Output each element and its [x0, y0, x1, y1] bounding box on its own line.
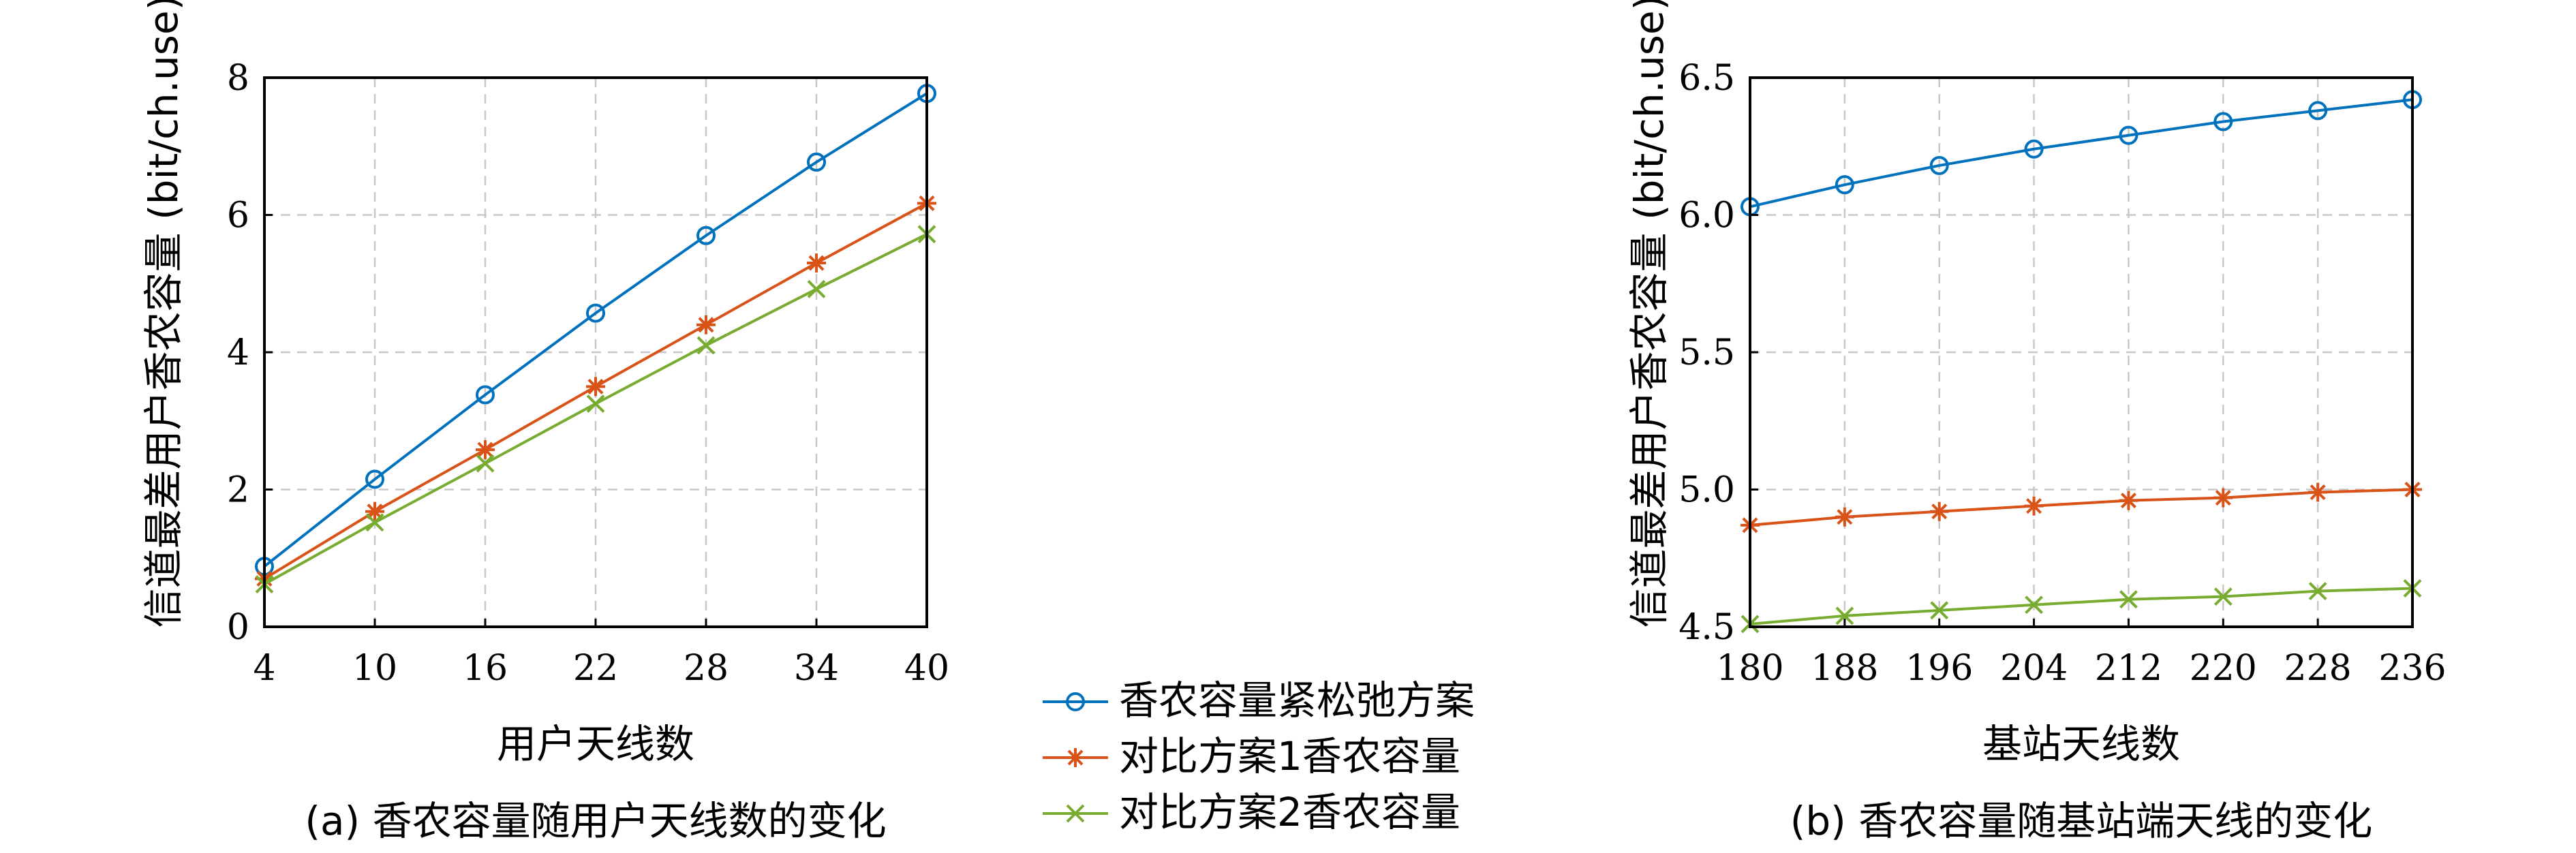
y-tick-label: 6.0 — [1678, 196, 1735, 236]
legend-item-scheme2: 对比方案2香农容量 — [1043, 789, 1460, 835]
legend-marker-star-icon — [1043, 748, 1108, 767]
legend-item-scheme1: 对比方案1香农容量 — [1043, 733, 1460, 779]
legend-marker-x-icon — [1043, 804, 1108, 823]
y-tick-label: 5.5 — [1678, 332, 1735, 373]
data-point-circle — [1929, 155, 1949, 175]
data-point-circle — [2213, 112, 2233, 131]
data-point-circle — [586, 303, 605, 323]
x-tick-label: 10 — [352, 648, 397, 689]
data-point-x — [1930, 601, 1949, 620]
data-point-star — [2119, 491, 2138, 510]
legend-label: 对比方案1香农容量 — [1119, 733, 1460, 779]
legend-marker-circle-icon — [1043, 692, 1108, 711]
chart-a-grid — [264, 78, 927, 627]
x-tick-label: 212 — [2095, 648, 2162, 689]
x-tick-label: 228 — [2284, 648, 2352, 689]
y-tick-label: 0 — [227, 607, 249, 648]
data-point-circle — [1835, 175, 1854, 195]
chart-b: 180 188 196 204 212 220 228 2364.55.05.56.06.5 … — [1626, 0, 2447, 844]
chart-b-caption: (b) 香农容量随基站端天线的变化 — [1790, 798, 2373, 844]
data-point-x — [2119, 590, 2138, 609]
data-point-star — [696, 315, 716, 335]
chart-a-ticks: 4 10 16 22 28 34 40 0 2 4 6 8 — [227, 58, 949, 689]
series-line-circle — [1749, 98, 2413, 208]
y-tick-label: 6 — [227, 196, 249, 236]
x-tick-label: 28 — [684, 648, 729, 689]
legend-label: 香农容量紧松弛方案 — [1119, 677, 1475, 724]
x-tick-label: 34 — [794, 648, 839, 689]
data-point-star — [807, 253, 826, 273]
x-tick-label: 22 — [573, 648, 618, 689]
data-point-star — [1835, 507, 1854, 527]
chart-a-y-axis-label: 信道最差用户香农容量 (bit/ch.use) — [140, 0, 187, 627]
series-line-circle — [263, 92, 928, 568]
data-point-x — [2308, 582, 2327, 601]
y-tick-label: 2 — [227, 470, 249, 511]
data-point-star — [2213, 488, 2233, 508]
data-point-x — [365, 513, 384, 532]
x-tick-label: 236 — [2378, 648, 2446, 689]
chart-b-y-axis-label: 信道最差用户香农容量 (bit/ch.use) — [1626, 0, 1672, 627]
data-point-circle — [807, 152, 826, 172]
legend-label: 对比方案2香农容量 — [1119, 789, 1460, 835]
chart-b-series — [1741, 90, 2422, 634]
x-tick-label: 196 — [1905, 648, 1973, 689]
chart-b-grid — [1750, 78, 2412, 627]
data-point-circle — [2024, 139, 2044, 159]
data-point-x — [2213, 587, 2233, 606]
x-tick-label: 4 — [253, 648, 275, 689]
data-point-x — [476, 454, 495, 473]
chart-a-caption: (a) 香农容量随用户天线数的变化 — [305, 798, 886, 844]
y-tick-label: 8 — [227, 58, 249, 99]
data-point-x — [807, 279, 826, 298]
data-point-circle — [2119, 125, 2138, 145]
y-tick-label: 4 — [227, 332, 249, 373]
y-tick-label: 5.0 — [1678, 470, 1735, 511]
y-tick-label: 6.5 — [1678, 58, 1735, 99]
data-point-star — [476, 440, 495, 460]
x-tick-label: 40 — [904, 648, 949, 689]
data-point-star — [2024, 496, 2044, 516]
data-point-star — [1929, 501, 1949, 521]
data-point-circle — [476, 385, 495, 405]
data-point-x — [2025, 595, 2043, 615]
x-tick-label: 204 — [2000, 648, 2068, 689]
data-point-x — [586, 394, 605, 413]
data-point-circle — [2308, 101, 2328, 121]
legend-marker — [1066, 748, 1085, 767]
data-point-star — [586, 377, 605, 397]
data-point-circle — [365, 469, 384, 489]
data-point-star — [2308, 482, 2328, 502]
chart-a-x-axis-label: 用户天线数 — [497, 721, 694, 767]
x-tick-label: 16 — [463, 648, 508, 689]
legend-item-relax: 香农容量紧松弛方案 — [1043, 677, 1475, 724]
data-point-x — [696, 336, 716, 355]
chart-b-x-axis-label: 基站天线数 — [1982, 721, 2180, 767]
chart-b-ticks: 180 188 196 204 212 220 228 236 4.5 5.0 5.5 6.0 6.5 — [1678, 58, 2446, 689]
x-tick-label: 180 — [1716, 648, 1783, 689]
series-line-x — [1749, 587, 2413, 625]
legend: 香农容量紧松弛方案 对比方案1香农容量 对比方案2香农容量 — [1043, 677, 1475, 835]
y-tick-label: 4.5 — [1678, 607, 1735, 648]
legend-marker — [1066, 804, 1085, 823]
data-point-circle — [696, 226, 716, 245]
series-line-star — [1749, 488, 2413, 527]
x-tick-label: 220 — [2190, 648, 2257, 689]
chart-a: 4 10 16 22 28 34 40 0 2 4 6 8 用户天线数 信道最差用户香农容量 (bit… — [140, 0, 949, 844]
x-tick-label: 188 — [1811, 648, 1878, 689]
data-point-x — [1835, 606, 1854, 625]
legend-marker — [1066, 692, 1085, 711]
